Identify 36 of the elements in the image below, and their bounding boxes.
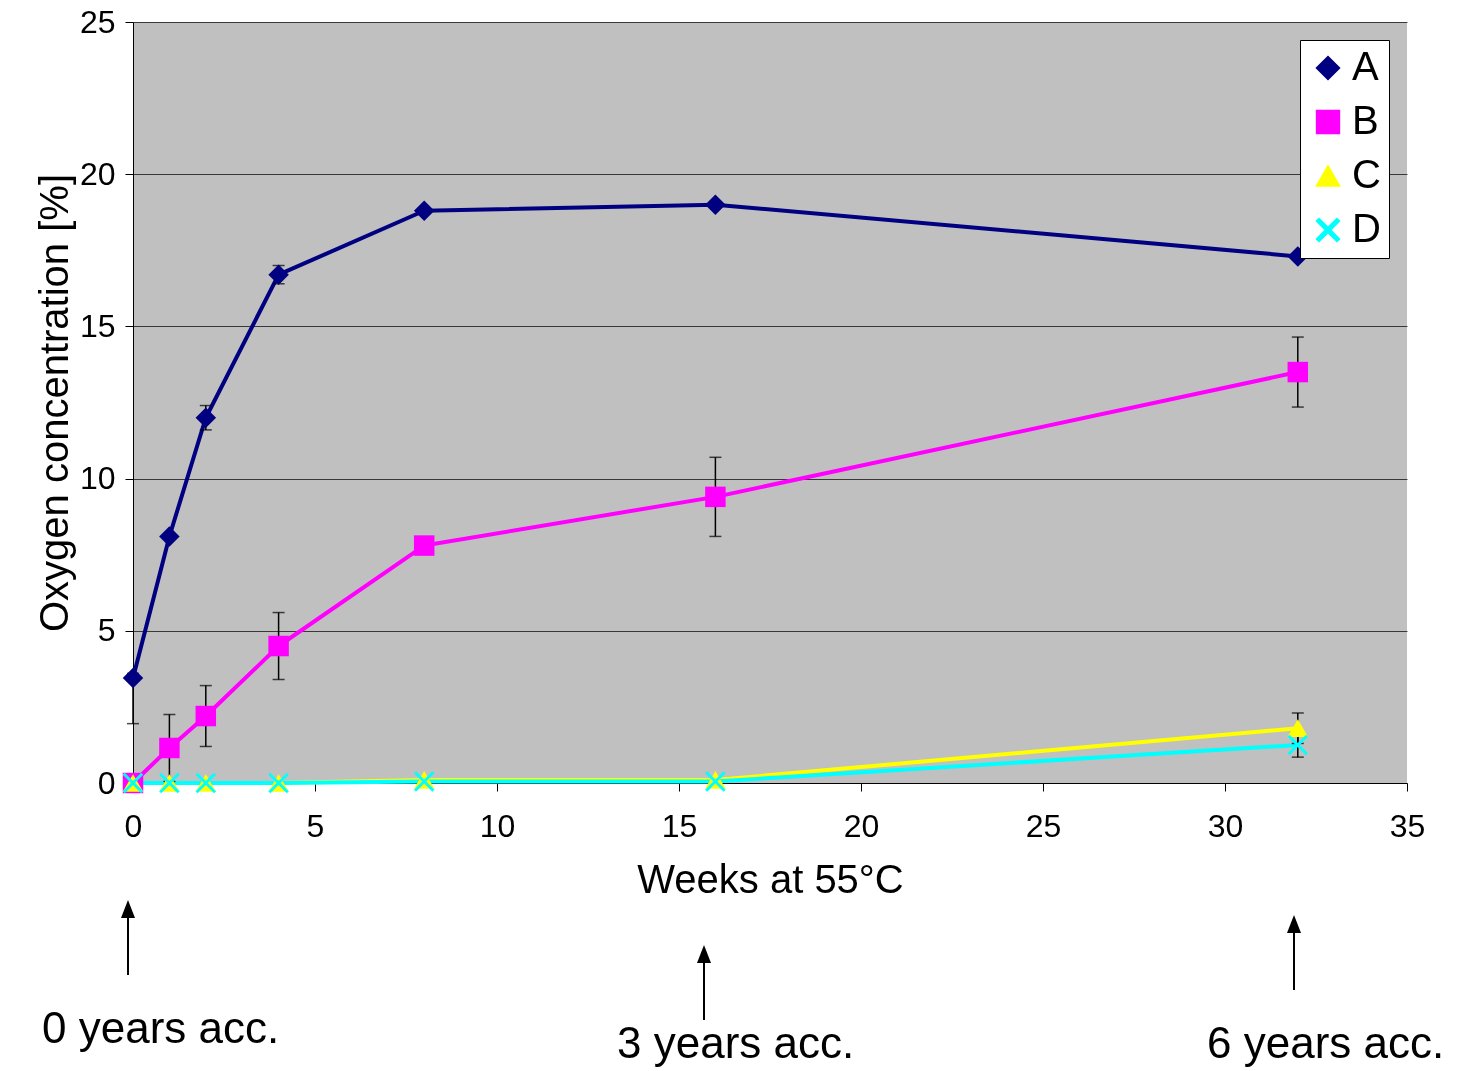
point	[1287, 361, 1309, 383]
point	[705, 486, 726, 508]
x-tick-label: 10	[479, 807, 516, 844]
x-tick-label: 20	[843, 807, 880, 844]
point	[1287, 719, 1309, 738]
x-tick-label: 25	[1025, 807, 1062, 844]
text: 6 years acc.	[1207, 1018, 1445, 1067]
point	[705, 194, 726, 215]
point	[159, 737, 180, 759]
point	[159, 526, 180, 547]
point	[413, 200, 435, 221]
point	[413, 535, 435, 556]
y-tick-label: 15	[79, 307, 116, 344]
point	[195, 407, 217, 428]
text: 3 years acc.	[617, 1018, 855, 1067]
y-tick-label: 10	[79, 460, 116, 497]
legend-label: C	[1352, 152, 1381, 196]
text: 0 years acc.	[42, 1003, 280, 1052]
point	[268, 635, 289, 657]
x-tick-label: 0	[124, 807, 143, 844]
y-tick-label: 20	[79, 155, 116, 192]
x-tick-label: 15	[661, 807, 698, 844]
point	[1287, 734, 1309, 756]
y-tick-label: 0	[97, 764, 116, 801]
y-tick-label: 5	[97, 612, 116, 649]
point	[195, 705, 217, 727]
x-tick-label: 30	[1207, 807, 1244, 844]
legend-label: D	[1352, 206, 1381, 250]
point	[122, 667, 144, 689]
x-tick-label: 5	[306, 807, 325, 844]
x-tick-label: 35	[1389, 807, 1426, 844]
x-axis-title: Weeks at 55°C	[637, 856, 904, 901]
legend-label: A	[1352, 44, 1379, 88]
y-tick-label: 25	[79, 3, 116, 40]
y-axis-title: Oxygen concentration [%]	[31, 173, 76, 633]
legend-label: B	[1352, 98, 1379, 142]
